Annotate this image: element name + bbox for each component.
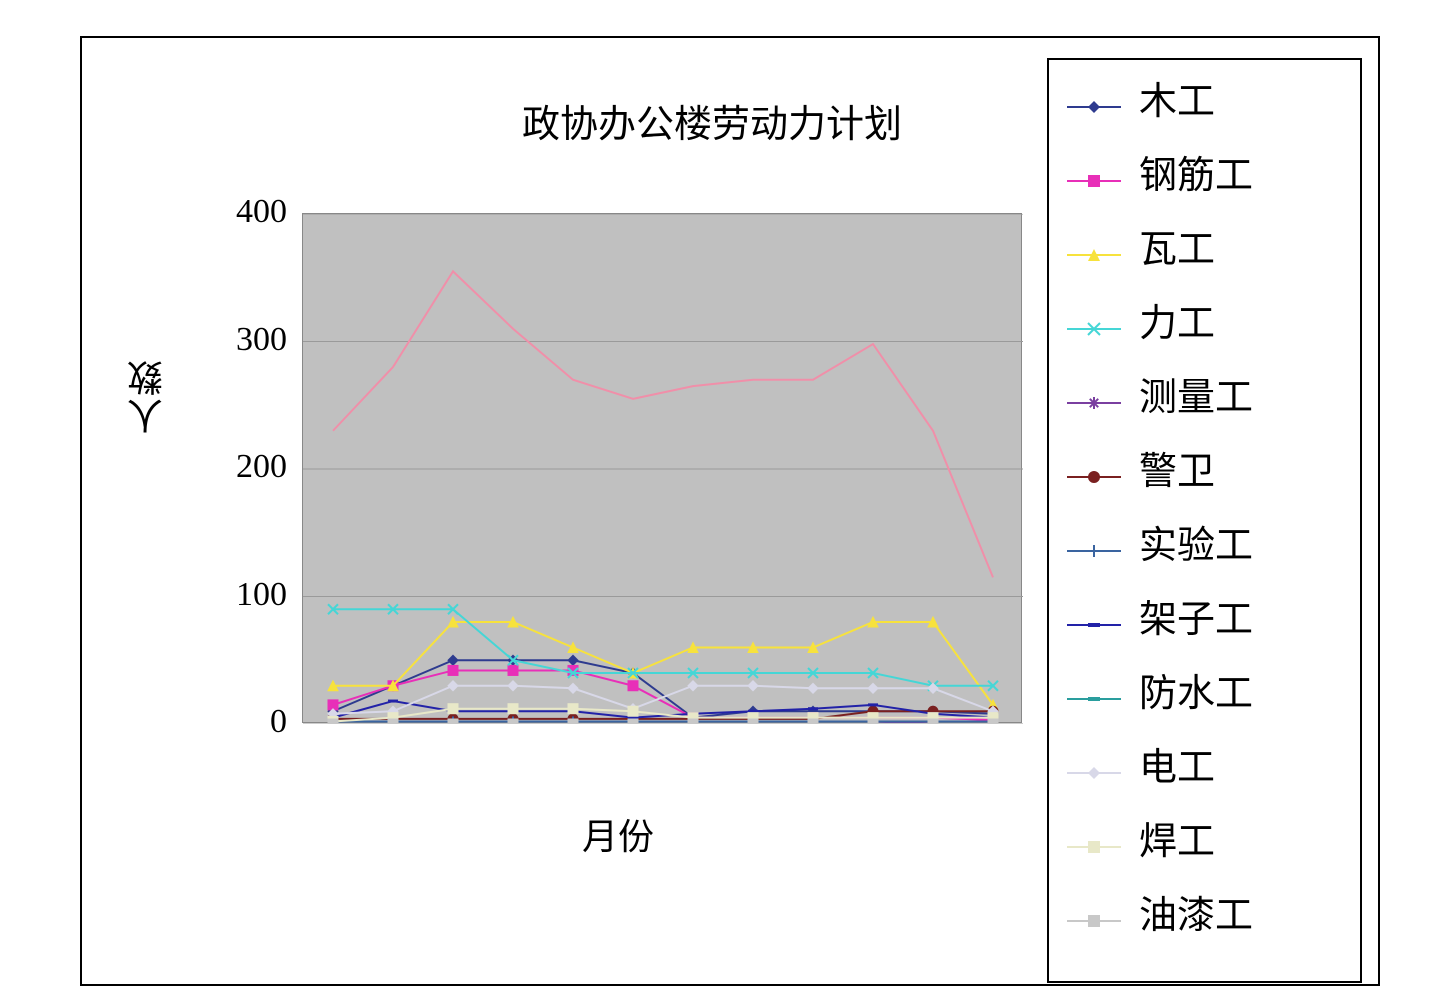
legend-item: 测量工 xyxy=(1049,356,1360,430)
legend-swatch-icon xyxy=(1067,233,1121,257)
legend-swatch-icon xyxy=(1067,159,1121,183)
y-tick-label: 0 xyxy=(207,703,287,741)
legend-swatch-icon xyxy=(1067,751,1121,775)
legend-label: 钢筋工 xyxy=(1139,144,1253,199)
legend-swatch-icon xyxy=(1067,307,1121,331)
legend-swatch-icon xyxy=(1067,529,1121,553)
legend-label: 架子工 xyxy=(1139,588,1253,643)
legend-item: 瓦工 xyxy=(1049,208,1360,282)
legend-item: 警卫 xyxy=(1049,430,1360,504)
legend-item: 实验工 xyxy=(1049,504,1360,578)
legend-swatch-icon xyxy=(1067,85,1121,109)
legend-swatch-icon xyxy=(1067,677,1121,701)
y-tick-label: 100 xyxy=(207,576,287,614)
legend: 木工钢筋工瓦工力工测量工警卫实验工架子工防水工电工焊工油漆工 xyxy=(1047,58,1362,983)
chart-frame: 政协办公楼劳动力计划 人数 月份 0 100 200 300 400 木工钢筋工瓦工力工… xyxy=(80,36,1380,986)
y-tick-label: 200 xyxy=(207,448,287,486)
legend-label: 力工 xyxy=(1139,292,1215,347)
legend-swatch-icon xyxy=(1067,825,1121,849)
x-axis-label: 月份 xyxy=(582,808,654,860)
y-tick-label: 400 xyxy=(207,193,287,231)
legend-item: 电工 xyxy=(1049,726,1360,800)
legend-item: 木工 xyxy=(1049,60,1360,134)
legend-swatch-icon xyxy=(1067,899,1121,923)
legend-item: 防水工 xyxy=(1049,652,1360,726)
y-tick-label: 300 xyxy=(207,321,287,359)
legend-label: 实验工 xyxy=(1139,514,1253,569)
legend-item: 力工 xyxy=(1049,282,1360,356)
legend-item: 焊工 xyxy=(1049,800,1360,874)
legend-swatch-icon xyxy=(1067,381,1121,405)
legend-item: 油漆工 xyxy=(1049,874,1360,948)
y-axis-label: 人数 xyxy=(122,358,174,434)
legend-item: 钢筋工 xyxy=(1049,134,1360,208)
legend-label: 木工 xyxy=(1139,70,1215,125)
legend-label: 油漆工 xyxy=(1139,884,1253,939)
legend-label: 警卫 xyxy=(1139,440,1215,495)
legend-item: 架子工 xyxy=(1049,578,1360,652)
legend-label: 焊工 xyxy=(1139,810,1215,865)
legend-label: 电工 xyxy=(1139,736,1215,791)
plot-svg xyxy=(303,214,1023,724)
chart-title: 政协办公楼劳动力计划 xyxy=(392,93,1032,148)
legend-label: 测量工 xyxy=(1139,366,1253,421)
plot-area xyxy=(302,213,1022,723)
legend-label: 瓦工 xyxy=(1139,218,1215,273)
legend-label: 防水工 xyxy=(1139,662,1253,717)
legend-swatch-icon xyxy=(1067,455,1121,479)
legend-swatch-icon xyxy=(1067,603,1121,627)
